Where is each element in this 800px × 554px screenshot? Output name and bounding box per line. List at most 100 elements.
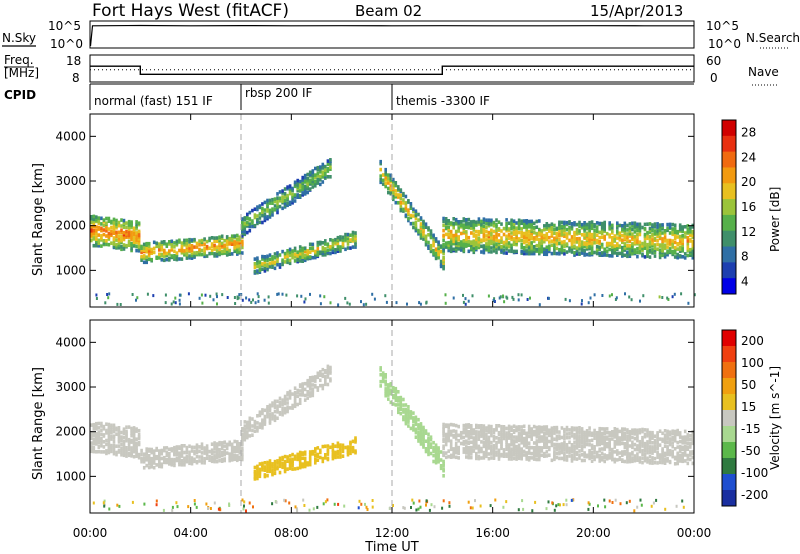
scatter-cell (517, 508, 520, 512)
scatter-cell (527, 229, 531, 234)
scatter-cell (638, 428, 642, 432)
scatter-cell (193, 457, 196, 462)
scatter-cell (95, 421, 98, 426)
scatter-cell (248, 298, 251, 302)
scatter-cell (208, 238, 211, 243)
scatter-cell (384, 389, 387, 394)
scatter-cell (555, 442, 559, 447)
scatter-cell (646, 242, 649, 247)
scatter-cell (429, 234, 433, 238)
scatter-cell (449, 241, 453, 246)
scatter-cell (439, 450, 443, 454)
scatter-cell (515, 450, 518, 454)
scatter-cell (570, 498, 573, 502)
scatter-cell (243, 427, 247, 432)
scatter-cell (470, 452, 473, 456)
scatter-cell (314, 461, 317, 465)
scatter-cell (485, 242, 488, 246)
scatter-cell (233, 445, 236, 450)
scatter-cell (122, 243, 126, 247)
scatter-cell (135, 238, 138, 242)
scatter-cell (510, 237, 513, 242)
scatter-cell (470, 226, 473, 230)
scatter-cell (241, 225, 244, 230)
scatter-cell (472, 225, 476, 230)
scatter-cell (419, 424, 423, 428)
scatter-cell (107, 439, 111, 443)
scatter-cell (311, 375, 315, 380)
scatter-cell (588, 443, 591, 447)
scatter-cell (563, 242, 566, 246)
scatter-cell (419, 505, 422, 509)
scatter-cell (188, 254, 191, 258)
scatter-cell (495, 218, 498, 222)
scatter-cell (242, 507, 245, 511)
scatter-cell (271, 261, 274, 265)
scatter-cell (306, 390, 309, 394)
scatter-cell (648, 222, 652, 226)
scatter-cell (130, 233, 133, 238)
scatter-cell (180, 448, 184, 453)
scatter-cell (273, 402, 277, 406)
scatter-cell (306, 392, 309, 397)
scatter-cell (495, 222, 498, 227)
scatter-cell (288, 466, 292, 471)
scatter-cell (482, 250, 486, 255)
scatter-cell (663, 451, 667, 456)
scatter-cell (605, 231, 609, 236)
scatter-cell (454, 235, 458, 240)
scatter-cell (195, 449, 199, 454)
scatter-cell (616, 251, 619, 256)
scatter-cell (135, 453, 138, 457)
scatter-cell (115, 234, 118, 239)
scatter-cell (334, 250, 337, 255)
scatter-cell (502, 425, 506, 429)
scatter-cell (490, 433, 493, 438)
scatter-cell (432, 240, 435, 245)
scatter-cell (673, 455, 677, 460)
scatter-cell (521, 499, 524, 503)
scatter-cell (663, 229, 667, 233)
scatter-cell (626, 232, 629, 236)
scatter-cell (336, 249, 340, 253)
scatter-cell (261, 202, 264, 206)
scatter-cell (331, 238, 335, 243)
scatter-cell (588, 244, 591, 249)
scatter-cell (203, 248, 206, 253)
scatter-cell (319, 165, 322, 169)
scatter-cell (293, 199, 297, 203)
scatter-cell (281, 195, 284, 199)
colorbar-tick-label: 8 (741, 250, 749, 264)
scatter-cell (132, 434, 136, 439)
scatter-cell (308, 187, 312, 191)
scatter-cell (417, 212, 420, 217)
scatter-cell (95, 239, 98, 243)
scatter-cell (130, 246, 133, 251)
scatter-cell (457, 241, 460, 246)
scatter-cell (517, 427, 521, 432)
scatter-cell (165, 257, 169, 262)
scatter-cell (399, 196, 403, 201)
scatter-cell (160, 464, 164, 469)
scatter-cell (490, 428, 493, 432)
scatter-cell (288, 252, 292, 257)
scatter-cell (583, 229, 586, 233)
scatter-cell (311, 452, 315, 456)
scatter-cell (286, 391, 289, 395)
scatter-cell (495, 440, 498, 445)
scatter-cell (283, 203, 287, 208)
scatter-cell (633, 230, 637, 234)
scatter-cell (447, 433, 450, 438)
scatter-cell (407, 199, 410, 203)
scatter-cell (510, 441, 513, 445)
scatter-cell (100, 436, 103, 441)
scatter-cell (145, 455, 148, 460)
scatter-cell (236, 241, 239, 245)
x-tick-label: 16:00 (475, 526, 510, 540)
scatter-cell (228, 502, 231, 506)
scatter-cell (437, 248, 440, 253)
scatter-cell (568, 249, 571, 253)
scatter-cell (560, 240, 564, 244)
scatter-cell (623, 248, 627, 252)
scatter-cell (553, 243, 556, 247)
